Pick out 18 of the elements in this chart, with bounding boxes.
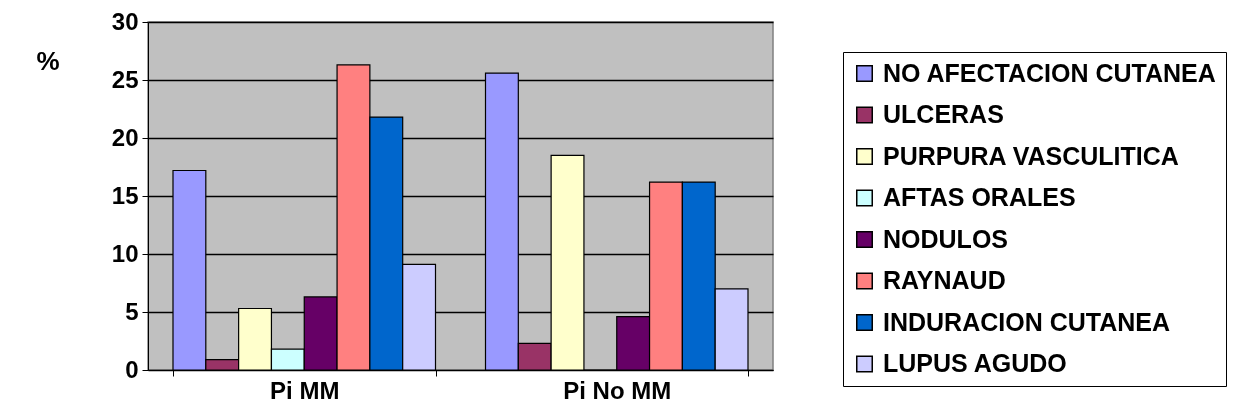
legend-label: LUPUS AGUDO [883, 349, 1067, 377]
y-tick-label: 15 [111, 181, 139, 209]
y-axis-title: % [36, 45, 60, 76]
y-tick-label: 20 [111, 123, 139, 151]
y-tick-label: 0 [125, 355, 139, 383]
x-tick-label: Pi MM [270, 376, 340, 404]
y-tick-label: 25 [111, 65, 139, 93]
legend-label: NODULOS [883, 224, 1008, 253]
y-tick-label: 30 [111, 7, 139, 35]
legend-label: ULCERAS [883, 100, 1004, 128]
legend-label: RAYNAUD [883, 266, 1006, 294]
legend-label: AFTAS ORALES [883, 183, 1076, 211]
legend-label: INDURACION CUTANEA [883, 307, 1171, 336]
x-tick-label: Pi No MM [563, 376, 672, 404]
legend-label: NO AFECTACION CUTANEA [883, 58, 1216, 87]
legend-label: PURPURA VASCULITICA [883, 141, 1179, 170]
y-tick-label: 10 [111, 239, 139, 267]
y-tick-label: 5 [125, 297, 139, 325]
